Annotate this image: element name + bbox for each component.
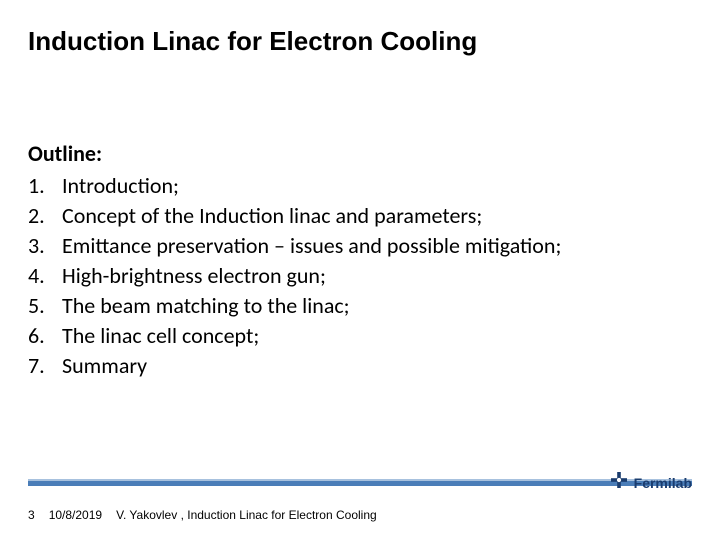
slide-title: Induction Linac for Electron Cooling [28, 26, 477, 57]
outline-item-number: 4. [28, 261, 56, 291]
fermilab-logo-word: Fermilab [634, 475, 692, 491]
outline-item: 5.The beam matching to the linac; [28, 291, 708, 321]
outline-item: 6.The linac cell concept; [28, 321, 708, 351]
outline-item: 1.Introduction; [28, 171, 708, 201]
footer-row: 3 10/8/2019 V. Yakovlev , Induction Lina… [28, 508, 692, 522]
footer-date: 10/8/2019 [49, 508, 102, 522]
outline-item-number: 7. [28, 351, 56, 381]
outline-item-text: Summary [56, 351, 147, 381]
outline-item: 3.Emittance preservation – issues and po… [28, 231, 708, 261]
outline-item-number: 2. [28, 201, 56, 231]
outline-item-text: Emittance preservation – issues and poss… [56, 231, 561, 261]
fermilab-logo-icon [610, 471, 628, 494]
outline-list: 1.Introduction;2.Concept of the Inductio… [28, 171, 708, 381]
outline-item-number: 5. [28, 291, 56, 321]
fermilab-logo: Fermilab [610, 471, 692, 494]
page-number: 3 [28, 508, 35, 522]
outline-item-text: High-brightness electron gun; [56, 261, 326, 291]
slide: Induction Linac for Electron Cooling Out… [0, 0, 720, 540]
outline-block: Outline: 1.Introduction;2.Concept of the… [28, 140, 708, 381]
footer-author-title: V. Yakovlev , Induction Linac for Electr… [116, 508, 377, 522]
outline-item-number: 1. [28, 171, 56, 201]
outline-item-number: 3. [28, 231, 56, 261]
outline-item-text: Introduction; [56, 171, 179, 201]
outline-item-text: Concept of the Induction linac and param… [56, 201, 482, 231]
outline-item: 7.Summary [28, 351, 708, 381]
outline-item-text: The beam matching to the linac; [56, 291, 350, 321]
outline-heading: Outline: [28, 140, 708, 167]
outline-item-text: The linac cell concept; [56, 321, 259, 351]
outline-item: 2.Concept of the Induction linac and par… [28, 201, 708, 231]
outline-item: 4.High-brightness electron gun; [28, 261, 708, 291]
outline-item-number: 6. [28, 321, 56, 351]
footer-divider-bar [28, 479, 692, 486]
